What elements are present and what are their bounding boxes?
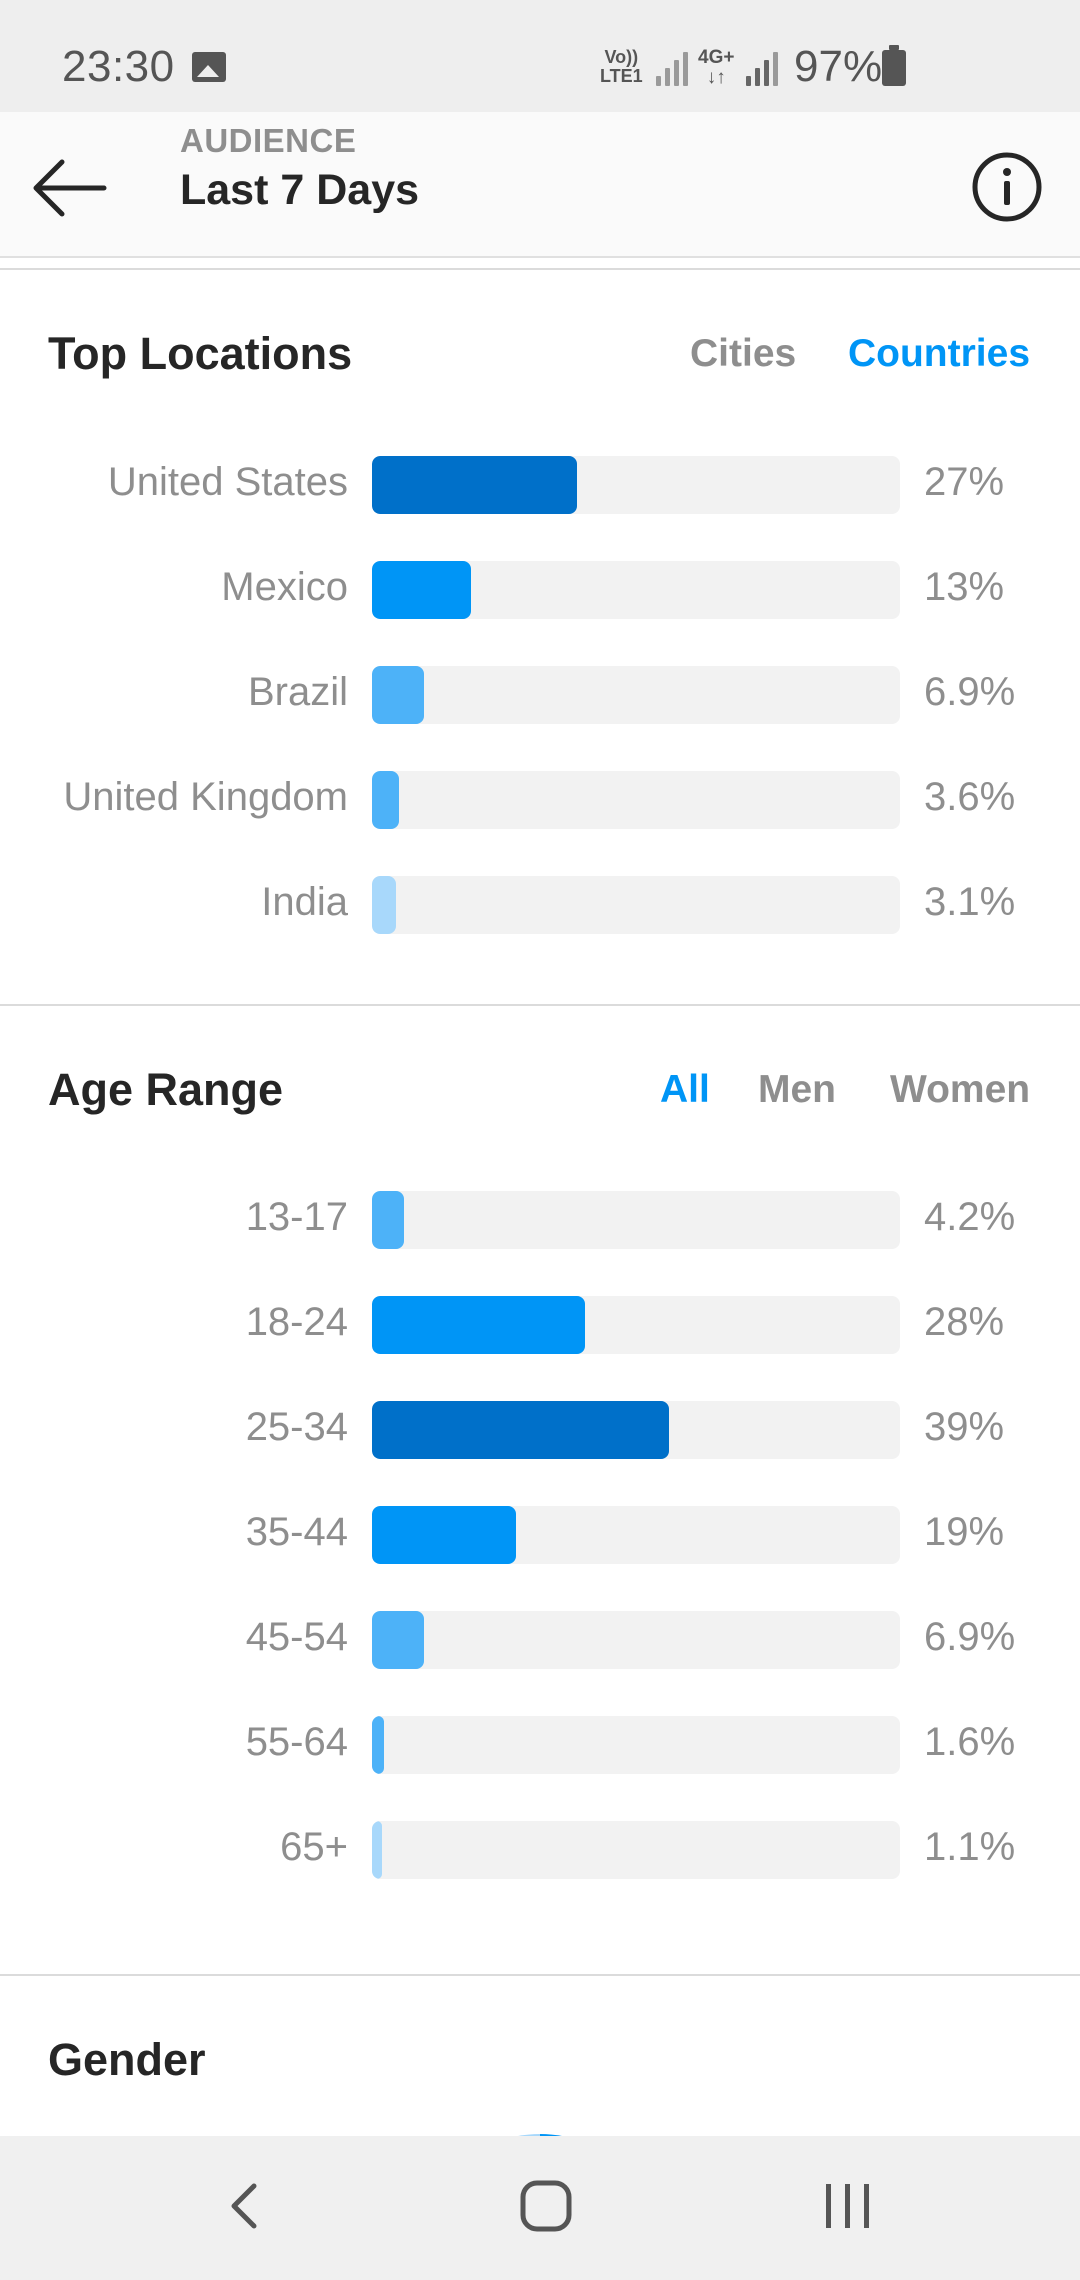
info-icon xyxy=(972,152,1042,222)
top-locations-title: Top Locations xyxy=(48,328,353,379)
location-label: United States xyxy=(107,460,348,504)
header-overline: AUDIENCE xyxy=(180,122,357,159)
age-bar-track xyxy=(372,1401,900,1459)
tab-men[interactable]: Men xyxy=(758,1068,836,1111)
location-row: United Kingdom 3.6% xyxy=(0,771,1080,829)
location-bar-track xyxy=(372,771,900,829)
age-label: 13-17 xyxy=(245,1195,348,1239)
signal-icon xyxy=(656,50,694,86)
location-bar-fill xyxy=(372,456,577,514)
age-range-title: Age Range xyxy=(48,1064,284,1115)
battery-icon xyxy=(882,45,906,86)
age-value: 39% xyxy=(924,1405,1005,1449)
signal-icon xyxy=(746,50,784,86)
age-bar-track xyxy=(372,1191,900,1249)
tab-all[interactable]: All xyxy=(660,1068,710,1111)
location-bar-track xyxy=(372,876,900,934)
back-button[interactable] xyxy=(28,146,112,230)
age-bar-track xyxy=(372,1296,900,1354)
network-4g-label: 4G+ xyxy=(698,47,735,68)
location-label: Mexico xyxy=(221,565,348,609)
location-row: India 3.1% xyxy=(0,876,1080,934)
gallery-icon xyxy=(192,52,226,82)
age-value: 28% xyxy=(924,1300,1005,1344)
location-label: United Kingdom xyxy=(63,775,348,819)
age-row: 25-34 39% xyxy=(0,1401,1080,1459)
age-value: 4.2% xyxy=(924,1195,1016,1239)
data-arrows-icon: ↓↑ xyxy=(706,67,726,88)
nav-home-button[interactable] xyxy=(518,2178,574,2234)
location-value: 13% xyxy=(924,565,1005,609)
tab-countries[interactable]: Countries xyxy=(848,332,1031,375)
age-label: 65+ xyxy=(280,1825,348,1869)
age-label: 18-24 xyxy=(245,1300,348,1344)
nav-back-button[interactable] xyxy=(216,2176,276,2236)
nav-recents-icon xyxy=(826,2184,869,2228)
status-bar: 23:30 Vo)) LTE1 4G+ ↓↑ 97% xyxy=(0,0,1080,112)
age-label: 25-34 xyxy=(245,1405,348,1449)
age-bar-fill xyxy=(372,1191,404,1249)
age-bar-track xyxy=(372,1716,900,1774)
age-bar-fill xyxy=(372,1821,382,1879)
tab-cities[interactable]: Cities xyxy=(690,332,797,375)
location-bar-fill xyxy=(372,666,424,724)
age-bar-track xyxy=(372,1821,900,1879)
location-label: Brazil xyxy=(247,670,348,714)
section-divider xyxy=(0,268,1080,270)
location-row: Brazil 6.9% xyxy=(0,666,1080,724)
age-row: 35-44 19% xyxy=(0,1506,1080,1564)
age-bar-track xyxy=(372,1611,900,1669)
location-bar-track xyxy=(372,456,900,514)
age-label: 45-54 xyxy=(245,1615,348,1659)
age-value: 6.9% xyxy=(924,1615,1016,1659)
network-4g-indicator: 4G+ ↓↑ xyxy=(698,48,734,88)
location-bar-fill xyxy=(372,561,471,619)
age-row: 13-17 4.2% xyxy=(0,1191,1080,1249)
volte-label: Vo)) xyxy=(604,47,639,67)
location-value: 6.9% xyxy=(924,670,1016,714)
location-value: 3.1% xyxy=(924,880,1016,924)
nav-back-icon xyxy=(231,2183,257,2229)
navigation-bar xyxy=(0,2136,1080,2280)
age-row: 55-64 1.6% xyxy=(0,1716,1080,1774)
age-bar-fill xyxy=(372,1401,669,1459)
section-divider xyxy=(0,1974,1080,1976)
age-value: 1.6% xyxy=(924,1720,1016,1764)
location-bar-track xyxy=(372,666,900,724)
gender-title: Gender xyxy=(48,2034,206,2085)
age-value: 19% xyxy=(924,1510,1005,1554)
location-label: India xyxy=(261,880,348,924)
location-row: Mexico 13% xyxy=(0,561,1080,619)
status-time: 23:30 xyxy=(62,42,175,91)
app-header: AUDIENCE Last 7 Days xyxy=(0,112,1080,258)
section-divider xyxy=(0,1004,1080,1006)
age-value: 1.1% xyxy=(924,1825,1016,1869)
age-bar-fill xyxy=(372,1296,585,1354)
back-arrow-icon xyxy=(33,159,107,217)
page-title: Last 7 Days xyxy=(180,166,420,214)
nav-recents-button[interactable] xyxy=(818,2176,878,2236)
location-value: 3.6% xyxy=(924,775,1016,819)
age-label: 35-44 xyxy=(245,1510,348,1554)
location-value: 27% xyxy=(924,460,1005,504)
age-bar-fill xyxy=(372,1506,516,1564)
battery-percentage: 97% xyxy=(794,42,883,91)
location-row: United States 27% xyxy=(0,456,1080,514)
info-button[interactable] xyxy=(970,150,1044,224)
age-row: 65+ 1.1% xyxy=(0,1821,1080,1879)
location-bar-track xyxy=(372,561,900,619)
volte-lte-indicator: Vo)) LTE1 xyxy=(600,48,643,86)
age-bar-fill xyxy=(372,1716,384,1774)
tab-women[interactable]: Women xyxy=(890,1068,1031,1111)
lte-label: LTE1 xyxy=(600,66,643,86)
location-bar-fill xyxy=(372,771,399,829)
age-row: 45-54 6.9% xyxy=(0,1611,1080,1669)
age-label: 55-64 xyxy=(245,1720,348,1764)
location-bar-fill xyxy=(372,876,396,934)
age-bar-track xyxy=(372,1506,900,1564)
age-bar-fill xyxy=(372,1611,424,1669)
nav-home-icon xyxy=(520,2180,572,2232)
age-row: 18-24 28% xyxy=(0,1296,1080,1354)
